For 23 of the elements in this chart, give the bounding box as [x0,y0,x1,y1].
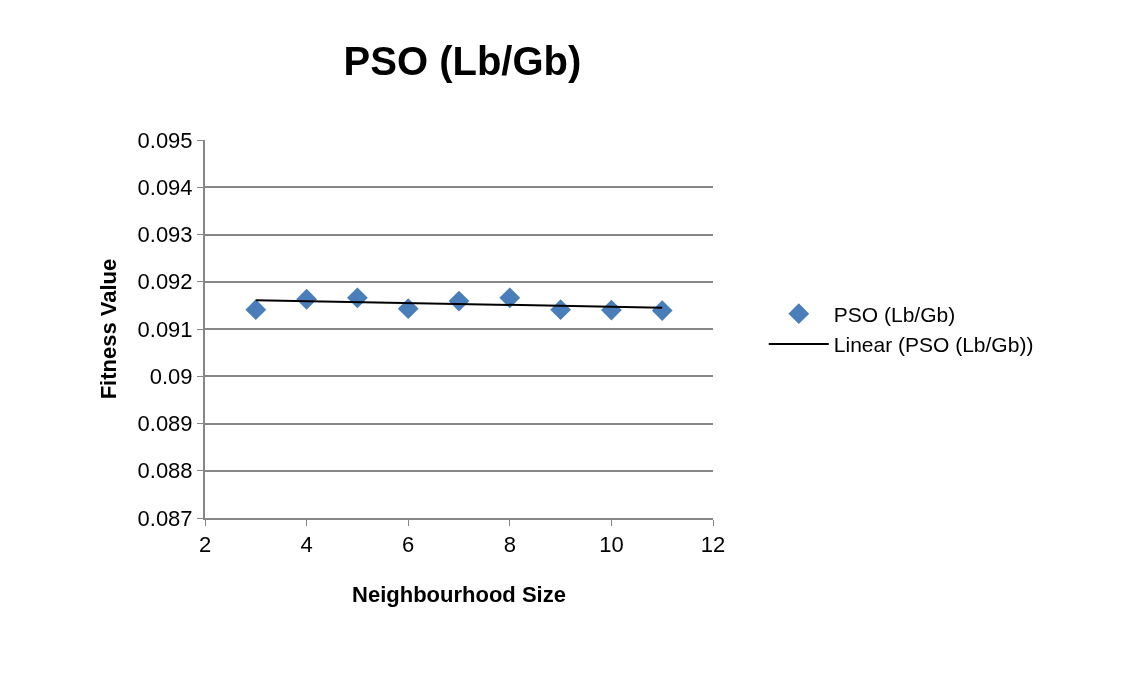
y-tick-label: 0.089 [137,411,193,437]
y-tick-label: 0.093 [137,222,193,248]
y-tick-label: 0.094 [137,174,193,200]
x-tick-label: 6 [402,532,415,558]
x-axis-title: Neighbourhood Size [352,581,566,607]
y-tick-label: 0.088 [137,458,193,484]
point [651,300,673,321]
point [499,287,521,309]
y-tick-label: 0.087 [137,505,193,531]
point [245,299,267,321]
y-axis-title: Fitness Value [95,258,121,400]
x-tick-label: 10 [599,532,624,558]
y-tick-label: 0.095 [137,127,193,153]
x-tick-label: 4 [300,532,313,558]
legend-label: PSO (Lb/Gb) [833,302,956,326]
y-tick-label: 0.09 [149,363,193,389]
x-tick-label: 8 [503,532,516,558]
x-tick-label: 12 [700,532,726,558]
y-tick-label: 0.092 [137,269,193,295]
chart-title: PSO (Lb/Gb) [343,39,582,84]
x-tick-label: 2 [198,532,212,558]
legend-label: Linear (PSO (Lb/Gb)) [833,333,1034,357]
y-tick-label: 0.091 [137,316,193,342]
